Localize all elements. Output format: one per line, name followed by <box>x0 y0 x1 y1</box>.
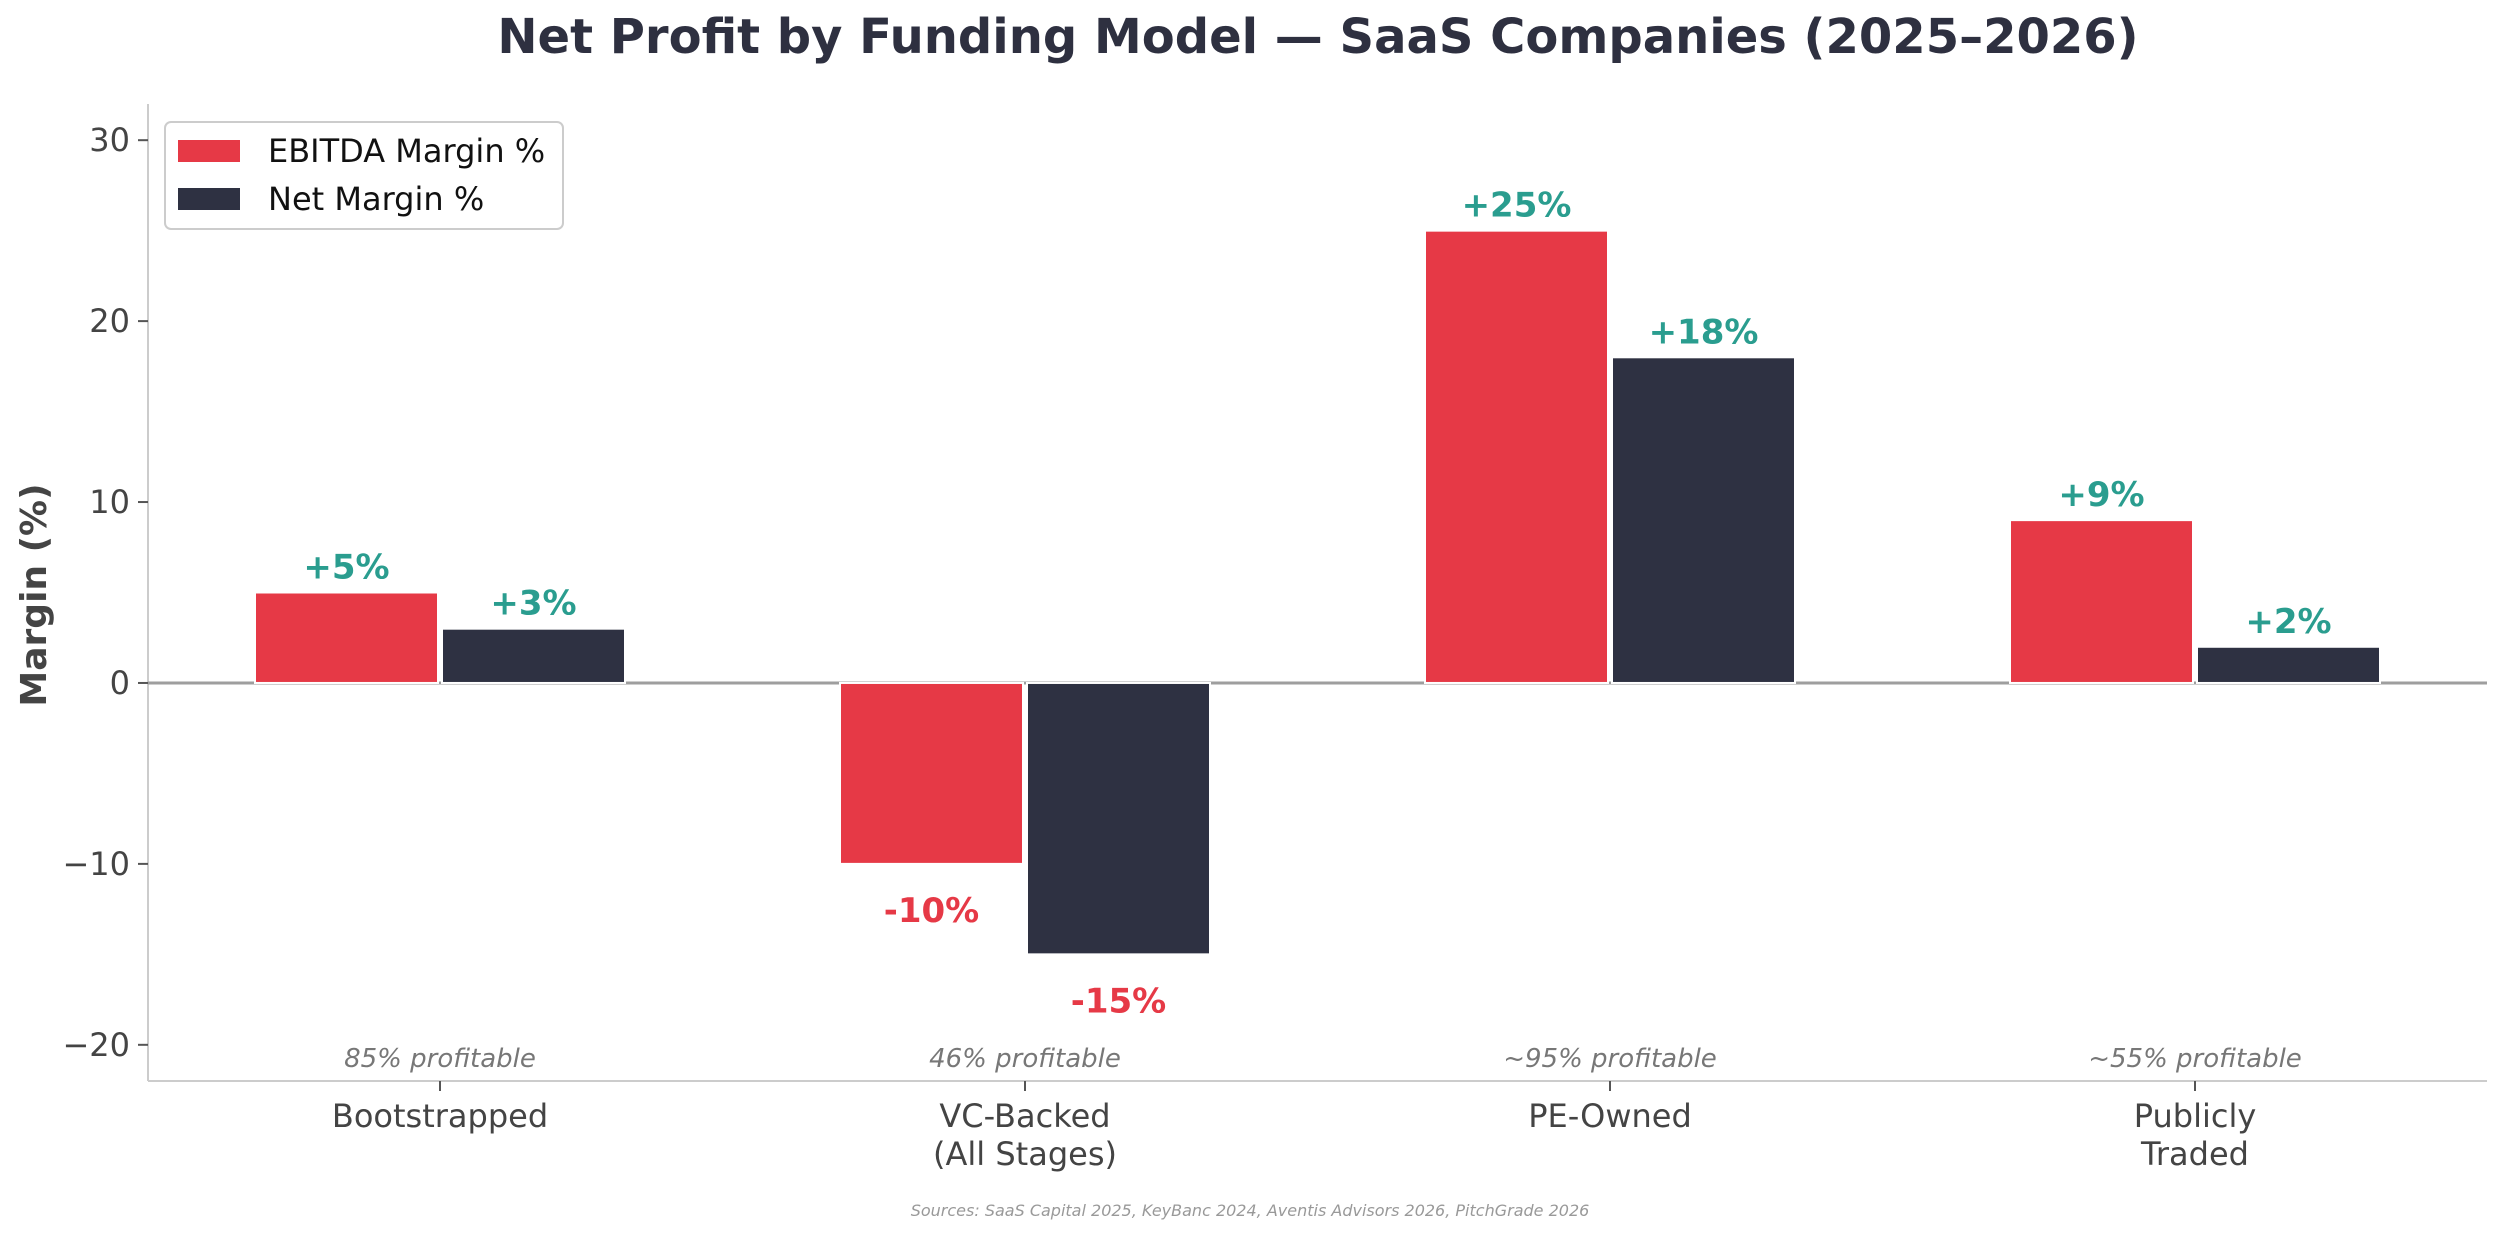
legend: EBITDA Margin % Net Margin % <box>164 121 564 230</box>
chart-title: Net Profit by Funding Model — SaaS Compa… <box>497 9 2138 65</box>
legend-swatch-ebitda <box>178 140 240 162</box>
bar-net <box>1026 681 1211 956</box>
bar-ebitda <box>2009 519 2194 684</box>
y-axis-label: Margin (%) <box>14 483 55 706</box>
x-category-label: VC-Backed (All Stages) <box>933 1097 1117 1173</box>
legend-frame <box>164 121 564 230</box>
bar-ebitda <box>254 591 439 684</box>
x-category-label: Publicly Traded <box>2134 1097 2257 1173</box>
y-tick-label: 10 <box>89 483 130 521</box>
y-tick-label: −10 <box>62 845 130 883</box>
y-tick-label: −20 <box>62 1026 130 1064</box>
y-tick-label: 30 <box>89 121 130 159</box>
bar-value-label: +2% <box>2245 602 2331 642</box>
bar-value-label: +18% <box>1649 312 1759 352</box>
bar-value-label: +5% <box>303 548 389 588</box>
bar-value-label: +3% <box>490 584 576 624</box>
profitable-note: ~95% profitable <box>1503 1044 1717 1074</box>
bar-ebitda <box>839 681 1024 865</box>
bar-net <box>2196 645 2381 684</box>
x-category-label: PE-Owned <box>1528 1097 1692 1135</box>
legend-label-ebitda: EBITDA Margin % <box>268 132 545 170</box>
bar-ebitda <box>1424 229 1609 684</box>
bar-value-label: -10% <box>884 891 980 931</box>
x-category-label: Bootstrapped <box>332 1097 548 1135</box>
legend-label-net: Net Margin % <box>268 180 484 218</box>
y-tick-label: 0 <box>110 664 130 702</box>
bar-net <box>1611 356 1796 684</box>
bar-value-label: +25% <box>1462 186 1572 226</box>
bar-value-label: -15% <box>1071 981 1167 1021</box>
y-tick-label: 20 <box>89 302 130 340</box>
plot-area: −20 −10 0 10 20 30 +5% +3% 85% profitable Bootstr… <box>62 104 2487 1173</box>
profitable-note: ~55% profitable <box>2088 1044 2302 1074</box>
source-note: Sources: SaaS Capital 2025, KeyBanc 2024… <box>911 1201 1590 1220</box>
bar-value-label: +9% <box>2058 475 2144 515</box>
profitable-note: 46% profitable <box>929 1044 1121 1074</box>
profitable-note: 85% profitable <box>344 1044 536 1074</box>
bar-net <box>441 627 626 684</box>
legend-swatch-net <box>178 188 240 210</box>
